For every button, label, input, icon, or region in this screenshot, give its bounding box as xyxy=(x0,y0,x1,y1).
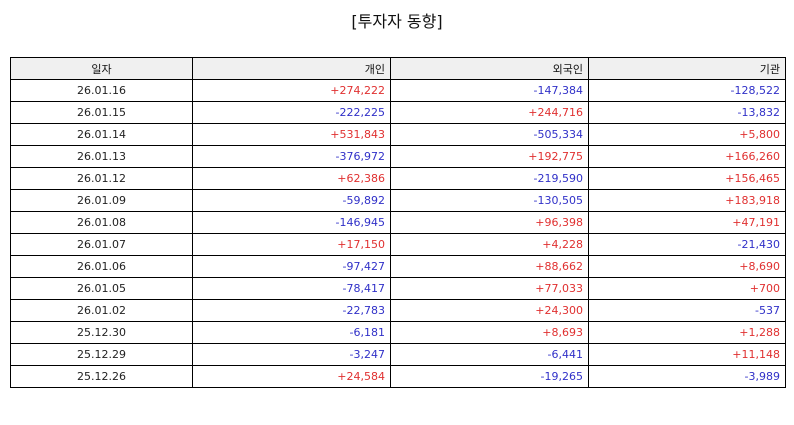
foreign-cell: -147,384 xyxy=(390,79,589,102)
date-cell: 26.01.13 xyxy=(10,145,193,168)
foreign-cell: +24,300 xyxy=(390,299,589,322)
table-row: 26.01.16 +274,222 -147,384 -128,522 xyxy=(10,79,786,102)
foreign-cell: +192,775 xyxy=(390,145,589,168)
page-title: [투자자 동향] xyxy=(351,12,443,31)
date-cell: 26.01.07 xyxy=(10,233,193,256)
individual-cell: -59,892 xyxy=(192,189,391,212)
date-cell: 26.01.14 xyxy=(10,123,193,146)
date-cell: 25.12.29 xyxy=(10,343,193,366)
table-row: 26.01.05 -78,417 +77,033 +700 xyxy=(10,277,786,300)
institution-cell: -537 xyxy=(588,299,786,322)
institution-cell: +5,800 xyxy=(588,123,786,146)
individual-cell: +531,843 xyxy=(192,123,391,146)
individual-cell: -146,945 xyxy=(192,211,391,234)
foreign-cell: +244,716 xyxy=(390,101,589,124)
individual-cell: -22,783 xyxy=(192,299,391,322)
foreign-cell: -505,334 xyxy=(390,123,589,146)
table-row: 26.01.08 -146,945 +96,398 +47,191 xyxy=(10,211,786,234)
date-cell: 26.01.12 xyxy=(10,167,193,190)
foreign-cell: +77,033 xyxy=(390,277,589,300)
table-row: 26.01.15 -222,225 +244,716 -13,832 xyxy=(10,101,786,124)
individual-cell: -6,181 xyxy=(192,321,391,344)
individual-cell: +274,222 xyxy=(192,79,391,102)
individual-cell: +17,150 xyxy=(192,233,391,256)
institution-cell: +156,465 xyxy=(588,167,786,190)
table-body: 26.01.16 +274,222 -147,384 -128,522 26.01.15… xyxy=(10,79,786,388)
date-cell: 26.01.15 xyxy=(10,101,193,124)
individual-cell: -3,247 xyxy=(192,343,391,366)
table-row: 26.01.13 -376,972 +192,775 +166,260 xyxy=(10,145,786,168)
foreign-cell: -19,265 xyxy=(390,365,589,388)
individual-cell: -78,417 xyxy=(192,277,391,300)
table-row: 25.12.30 -6,181 +8,693 +1,288 xyxy=(10,321,786,344)
institution-cell: +47,191 xyxy=(588,211,786,234)
institution-cell: +700 xyxy=(588,277,786,300)
header-date: 일자 xyxy=(10,57,193,80)
table-row: 26.01.12 +62,386 -219,590 +156,465 xyxy=(10,167,786,190)
table-row: 26.01.07 +17,150 +4,228 -21,430 xyxy=(10,233,786,256)
foreign-cell: +8,693 xyxy=(390,321,589,344)
header-foreign: 외국인 xyxy=(390,57,589,80)
date-cell: 26.01.06 xyxy=(10,255,193,278)
table-row: 26.01.14 +531,843 -505,334 +5,800 xyxy=(10,123,786,146)
foreign-cell: +4,228 xyxy=(390,233,589,256)
table-row: 26.01.06 -97,427 +88,662 +8,690 xyxy=(10,255,786,278)
foreign-cell: +96,398 xyxy=(390,211,589,234)
institution-cell: +8,690 xyxy=(588,255,786,278)
individual-cell: +62,386 xyxy=(192,167,391,190)
institution-cell: -21,430 xyxy=(588,233,786,256)
institution-cell: -13,832 xyxy=(588,101,786,124)
individual-cell: -376,972 xyxy=(192,145,391,168)
date-cell: 26.01.02 xyxy=(10,299,193,322)
date-cell: 26.01.08 xyxy=(10,211,193,234)
foreign-cell: -6,441 xyxy=(390,343,589,366)
date-cell: 26.01.16 xyxy=(10,79,193,102)
institution-cell: -128,522 xyxy=(588,79,786,102)
foreign-cell: -130,505 xyxy=(390,189,589,212)
header-individual: 개인 xyxy=(192,57,391,80)
institution-cell: +11,148 xyxy=(588,343,786,366)
individual-cell: +24,584 xyxy=(192,365,391,388)
individual-cell: -222,225 xyxy=(192,101,391,124)
table-row: 25.12.26 +24,584 -19,265 -3,989 xyxy=(10,365,786,388)
individual-cell: -97,427 xyxy=(192,255,391,278)
institution-cell: +183,918 xyxy=(588,189,786,212)
date-cell: 26.01.05 xyxy=(10,277,193,300)
date-cell: 25.12.26 xyxy=(10,365,193,388)
institution-cell: +166,260 xyxy=(588,145,786,168)
institution-cell: -3,989 xyxy=(588,365,786,388)
table-row: 26.01.09 -59,892 -130,505 +183,918 xyxy=(10,189,786,212)
header-institution: 기관 xyxy=(588,57,786,80)
date-cell: 26.01.09 xyxy=(10,189,193,212)
foreign-cell: +88,662 xyxy=(390,255,589,278)
foreign-cell: -219,590 xyxy=(390,167,589,190)
table-header-row: 일자 개인 외국인 기관 xyxy=(10,57,786,80)
table-row: 25.12.29 -3,247 -6,441 +11,148 xyxy=(10,343,786,366)
date-cell: 25.12.30 xyxy=(10,321,193,344)
table-row: 26.01.02 -22,783 +24,300 -537 xyxy=(10,299,786,322)
investor-trend-table: 일자 개인 외국인 기관 26.01.16 +274,222 -147,384 -12… xyxy=(10,57,786,388)
institution-cell: +1,288 xyxy=(588,321,786,344)
